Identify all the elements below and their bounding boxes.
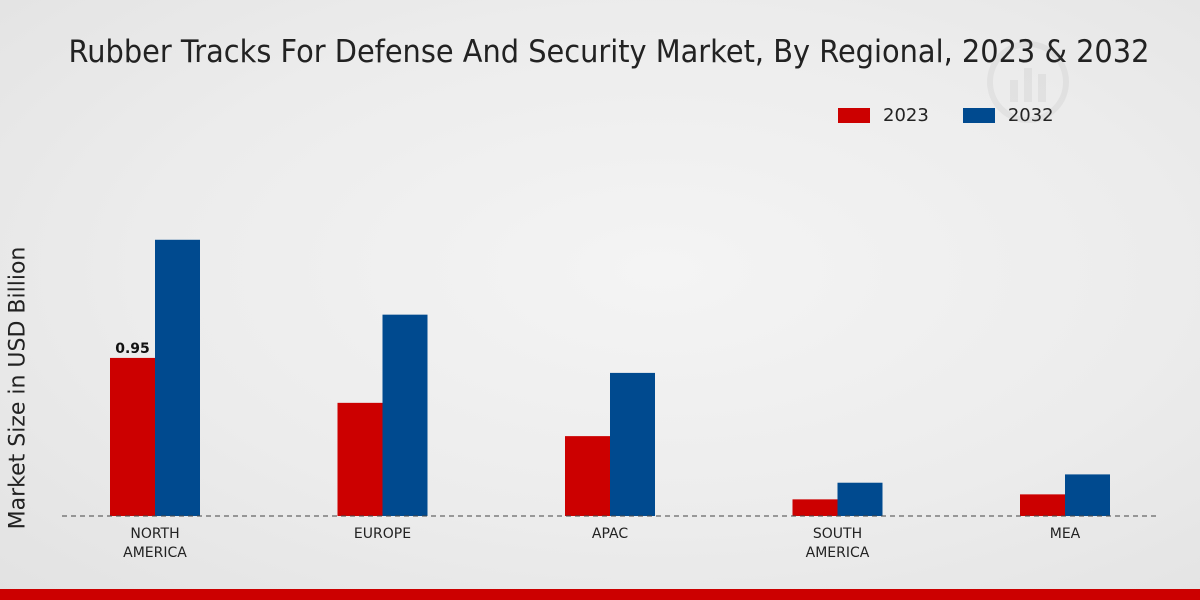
x-tick-label-2: APAC — [592, 526, 628, 542]
legend-item-2023: 2023 — [838, 105, 929, 126]
bar-2032-0 — [155, 239, 200, 516]
legend-item-2032: 2032 — [962, 104, 1054, 126]
legend-label-2023: 2023 — [883, 104, 929, 126]
bar-2032-1 — [382, 314, 428, 516]
bar-2023-0 — [110, 357, 155, 516]
bar-2023-3 — [792, 499, 838, 516]
legend: 2023 2032 — [838, 103, 1088, 127]
x-tick-label-1: EUROPE — [354, 526, 411, 542]
data-label-0: 0.95 — [115, 341, 150, 357]
bar-2023-1 — [337, 402, 383, 516]
bottom-accent-bar — [0, 589, 1200, 600]
bar-2032-4 — [1065, 474, 1110, 516]
legend-label-2032: 2032 — [1007, 104, 1054, 126]
x-tick-label-0: NORTH AMERICA — [123, 526, 187, 561]
x-tick-label-4: MEA — [1050, 526, 1081, 542]
bar-2032-3 — [837, 482, 883, 516]
bar-2023-2 — [565, 436, 610, 516]
legend-swatch-2023 — [838, 107, 870, 123]
chart-title: Rubber Tracks For Defense And Security M… — [68, 34, 1150, 70]
bar-2032-2 — [610, 372, 655, 516]
x-tick-label-3: SOUTH AMERICA — [806, 526, 870, 561]
legend-swatch-2032 — [962, 107, 995, 123]
bar-chart-logo-icon — [987, 41, 1069, 123]
bar-2023-4 — [1020, 494, 1065, 516]
